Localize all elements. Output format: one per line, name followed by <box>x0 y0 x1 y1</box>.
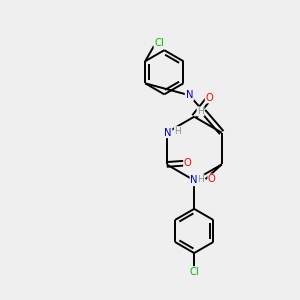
Text: H: H <box>174 127 181 136</box>
Text: H: H <box>197 107 204 116</box>
Text: H: H <box>197 175 204 184</box>
Text: O: O <box>208 174 216 184</box>
Text: Cl: Cl <box>189 267 199 277</box>
Text: N: N <box>186 90 193 100</box>
Text: N: N <box>190 175 198 185</box>
Text: O: O <box>184 158 192 168</box>
Text: Cl: Cl <box>154 38 164 48</box>
Text: N: N <box>164 128 172 138</box>
Text: O: O <box>206 93 213 103</box>
